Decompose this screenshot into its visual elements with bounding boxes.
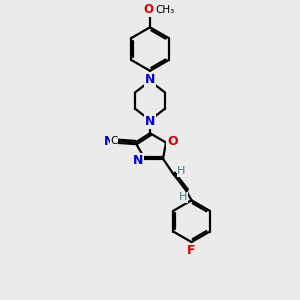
Text: CH₃: CH₃ bbox=[155, 5, 174, 15]
Text: N: N bbox=[103, 135, 114, 148]
Text: F: F bbox=[187, 244, 196, 257]
Text: N: N bbox=[145, 73, 155, 86]
Text: H: H bbox=[177, 166, 185, 176]
Text: O: O bbox=[143, 3, 154, 16]
Text: C: C bbox=[110, 136, 118, 146]
Text: H: H bbox=[179, 192, 188, 202]
Text: O: O bbox=[167, 135, 178, 148]
Text: N: N bbox=[145, 115, 155, 128]
Text: N: N bbox=[133, 154, 144, 167]
